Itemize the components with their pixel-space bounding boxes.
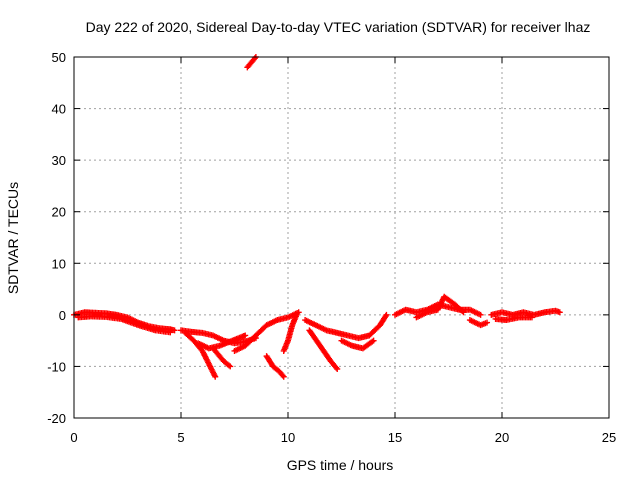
y-axis-label: SDTVAR / TECUs [5, 182, 21, 294]
data-point [484, 319, 491, 326]
data-point [528, 314, 535, 321]
axis-ticks: 0 5 10 15 20 25 -20 -10 0 10 20 30 40 50 [47, 50, 616, 445]
series-track-o [413, 293, 467, 321]
x-tick-label: 10 [281, 430, 295, 445]
data-point [383, 311, 390, 318]
y-tick-label: 50 [52, 50, 66, 65]
x-axis-label: GPS time / hours [287, 457, 394, 473]
data-point [212, 373, 219, 380]
chart-title: Day 222 of 2020, Sidereal Day-to-day VTE… [86, 19, 591, 35]
grid-lines [74, 57, 609, 418]
data-point [293, 311, 300, 318]
data-point [382, 313, 389, 320]
data-point [279, 372, 286, 379]
data-point [242, 332, 249, 339]
x-tick-label: 0 [70, 430, 77, 445]
data-point [459, 308, 466, 315]
y-tick-label: 0 [59, 308, 66, 323]
x-tick-label: 15 [388, 430, 402, 445]
data-point [333, 364, 340, 371]
series-track-m [338, 337, 377, 352]
data-point [556, 309, 563, 316]
series-track-p [466, 317, 491, 329]
data-point [225, 362, 232, 369]
x-tick-label: 25 [602, 430, 616, 445]
y-tick-label: 40 [52, 102, 66, 117]
data-points [71, 54, 563, 380]
data-point [334, 366, 341, 373]
series-track-i [263, 353, 287, 380]
plot-frame [73, 56, 610, 419]
data-point [227, 363, 234, 370]
y-tick-label: -10 [47, 359, 66, 374]
series-track-k [302, 311, 390, 342]
data-point [477, 311, 484, 318]
data-point [370, 337, 377, 344]
y-tick-label: 20 [52, 205, 66, 220]
y-tick-label: -20 [47, 411, 66, 426]
data-point [280, 373, 287, 380]
x-tick-label: 20 [495, 430, 509, 445]
series-track-b [75, 313, 174, 336]
series-track-g [231, 309, 302, 354]
data-point [251, 55, 258, 62]
data-point [167, 329, 174, 336]
y-tick-label: 30 [52, 153, 66, 168]
series-track-r [492, 314, 535, 324]
data-point [171, 327, 178, 334]
series-track-h [244, 54, 259, 71]
series-track-l [306, 327, 341, 373]
series-track-d [182, 329, 219, 380]
series-track-j [280, 311, 300, 354]
data-point [460, 309, 467, 316]
series-track-f [210, 345, 234, 370]
x-tick-label: 5 [177, 430, 184, 445]
y-tick-label: 10 [52, 256, 66, 271]
